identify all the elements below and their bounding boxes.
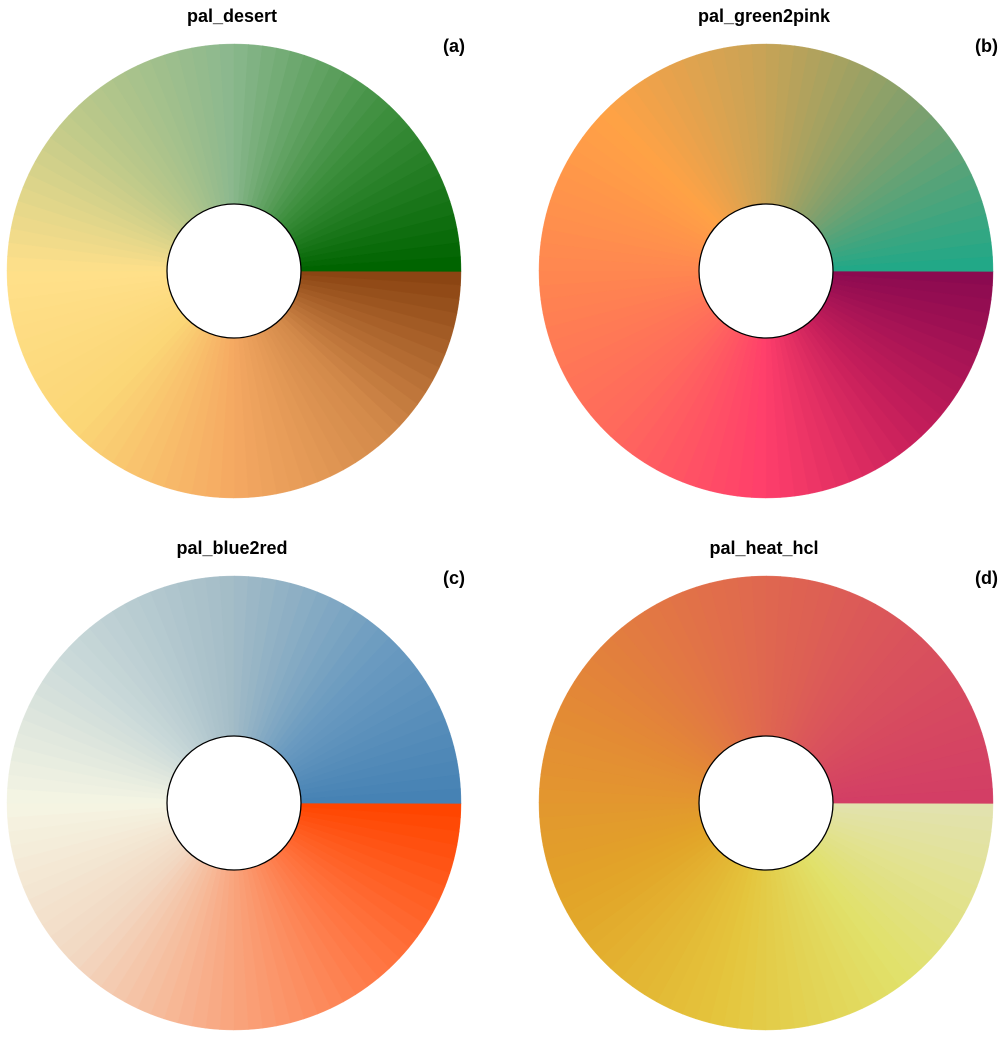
chart-panel-c: pal_blue2red (c) [0,532,504,1047]
panel-tag: (c) [443,568,465,588]
donut-hole [166,203,302,339]
donut-hole [698,203,834,339]
chart-title: pal_green2pink [697,6,831,26]
chart-title: pal_desert [186,6,278,26]
chart-title: pal_blue2red [176,538,288,558]
donut-chart [6,43,462,499]
chart-title: pal_heat_hcl [709,538,819,558]
panel-tag: (d) [975,568,998,588]
chart-panel-b: pal_green2pink (b) [532,0,1008,515]
donut-hole [698,735,834,871]
chart-panel-d: pal_heat_hcl (d) [532,532,1008,1047]
donut-chart [538,43,994,499]
donut-hole [166,735,302,871]
panel-tag: (b) [975,36,998,56]
panel-tag: (a) [443,36,465,56]
donut-chart [538,575,994,1031]
chart-panel-a: pal_desert (a) [0,0,504,515]
donut-chart [6,575,462,1031]
